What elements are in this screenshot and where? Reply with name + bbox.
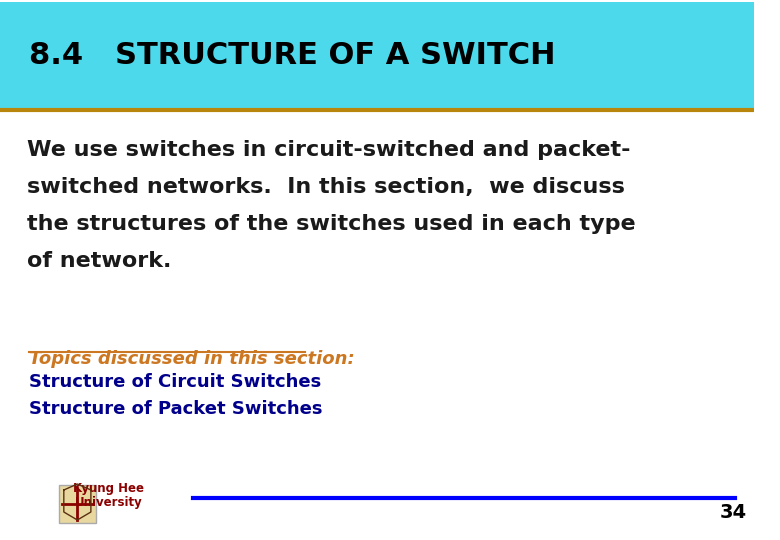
Text: the structures of the switches used in each type: the structures of the switches used in e… bbox=[27, 214, 636, 234]
Text: University: University bbox=[74, 496, 142, 509]
Text: of network.: of network. bbox=[27, 251, 172, 271]
Text: 8.4   STRUCTURE OF A SWITCH: 8.4 STRUCTURE OF A SWITCH bbox=[29, 42, 555, 71]
Text: We use switches in circuit-switched and packet-: We use switches in circuit-switched and … bbox=[27, 140, 630, 160]
Text: switched networks.  In this section,  we discuss: switched networks. In this section, we d… bbox=[27, 177, 625, 197]
FancyBboxPatch shape bbox=[0, 2, 754, 110]
Text: Topics discussed in this section:: Topics discussed in this section: bbox=[29, 350, 355, 368]
Text: 34: 34 bbox=[719, 503, 746, 522]
Text: Structure of Circuit Switches: Structure of Circuit Switches bbox=[29, 373, 321, 391]
Text: Structure of Packet Switches: Structure of Packet Switches bbox=[29, 400, 322, 418]
FancyBboxPatch shape bbox=[59, 485, 96, 523]
Text: Kyung Hee: Kyung Hee bbox=[73, 482, 144, 495]
